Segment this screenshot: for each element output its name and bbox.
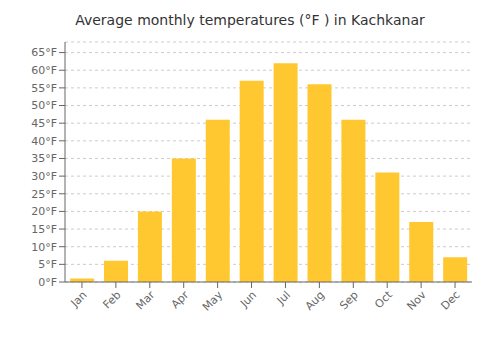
svg-text:10°F: 10°F bbox=[31, 241, 57, 254]
svg-text:35°F: 35°F bbox=[31, 152, 57, 165]
svg-text:30°F: 30°F bbox=[31, 170, 57, 183]
svg-text:Aug: Aug bbox=[303, 288, 327, 312]
svg-text:Jul: Jul bbox=[274, 288, 293, 307]
svg-text:Apr: Apr bbox=[169, 288, 192, 311]
svg-text:60°F: 60°F bbox=[31, 64, 57, 77]
svg-text:15°F: 15°F bbox=[31, 223, 57, 236]
svg-text:50°F: 50°F bbox=[31, 99, 57, 112]
svg-text:Jan: Jan bbox=[68, 288, 90, 310]
svg-text:20°F: 20°F bbox=[31, 205, 57, 218]
svg-text:Mar: Mar bbox=[134, 288, 158, 312]
svg-text:45°F: 45°F bbox=[31, 117, 57, 130]
svg-text:5°F: 5°F bbox=[38, 258, 57, 271]
svg-text:Nov: Nov bbox=[404, 288, 429, 313]
svg-text:Oct: Oct bbox=[372, 288, 395, 311]
svg-text:Sep: Sep bbox=[337, 288, 361, 312]
svg-text:40°F: 40°F bbox=[31, 135, 57, 148]
svg-text:55°F: 55°F bbox=[31, 82, 57, 95]
svg-text:Jun: Jun bbox=[237, 288, 259, 310]
svg-text:25°F: 25°F bbox=[31, 188, 57, 201]
html-text:Average monthly temperatures (: Average monthly temperatures (°F ) in Ka… bbox=[75, 12, 425, 28]
svg-text:0°F: 0°F bbox=[38, 276, 57, 289]
svg-text:May: May bbox=[200, 288, 226, 314]
svg-text:Dec: Dec bbox=[438, 288, 462, 312]
svg-text:Feb: Feb bbox=[101, 288, 124, 311]
svg-text:65°F: 65°F bbox=[31, 46, 57, 59]
